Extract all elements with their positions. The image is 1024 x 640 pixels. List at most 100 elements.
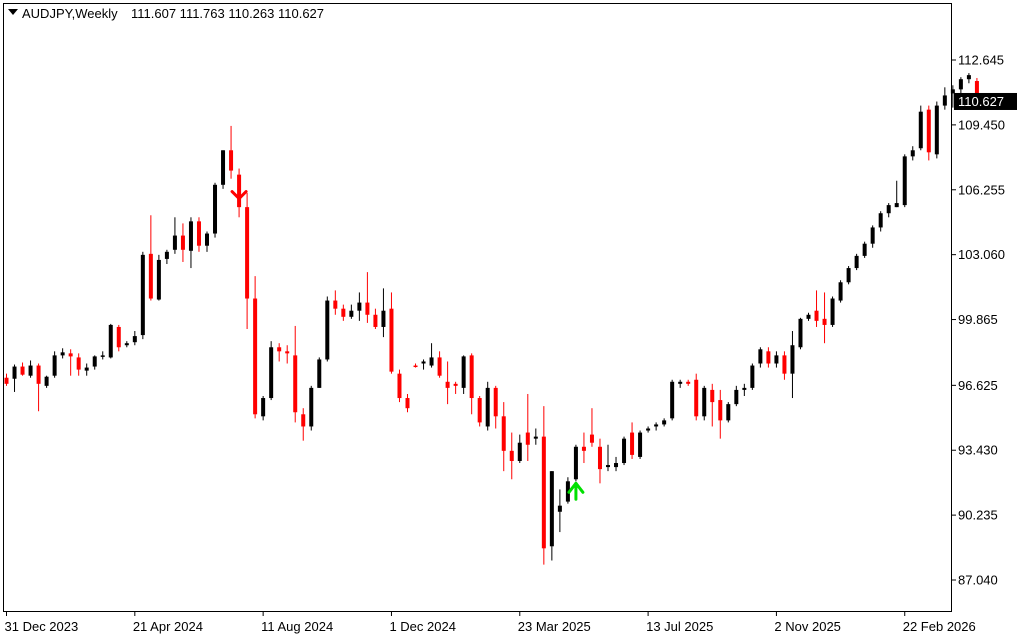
candle-body: [501, 416, 506, 451]
candle-body: [630, 432, 635, 455]
candle-body: [132, 336, 137, 343]
candle: [742, 383, 747, 397]
price-tick-label: 99.865: [958, 312, 998, 327]
candle: [421, 359, 426, 370]
candle: [429, 343, 434, 368]
candles-group: [4, 73, 979, 565]
candle-body: [421, 361, 426, 364]
candle-body: [782, 355, 787, 374]
price-axis[interactable]: 112.645 109.450 106.255 103.060 99.865 96.625…: [952, 53, 1017, 588]
candle: [622, 436, 627, 466]
candle: [44, 375, 49, 388]
candle: [148, 215, 153, 301]
candle-body: [662, 420, 667, 425]
candle: [750, 363, 755, 390]
candle-body: [269, 347, 274, 399]
candle-body: [453, 383, 458, 386]
price-tick-label: 90.235: [958, 508, 998, 523]
candle: [710, 383, 715, 427]
candle: [878, 211, 883, 232]
candle: [918, 105, 923, 151]
candle-body: [317, 359, 322, 388]
time-axis[interactable]: 31 Dec 2023 21 Apr 2024 11 Aug 2024 1 Dec 2…: [5, 612, 976, 634]
time-tick-label: 31 Dec 2023: [5, 619, 79, 634]
candle-body: [702, 387, 707, 417]
time-tick-label: 21 Apr 2024: [133, 619, 203, 634]
candle: [140, 251, 145, 340]
candle-body: [646, 428, 651, 431]
time-tick-label: 13 Jul 2025: [646, 619, 713, 634]
candle-body: [942, 95, 947, 106]
candle-body: [718, 400, 723, 421]
candle-body: [413, 365, 418, 368]
dropdown-triangle-icon[interactable]: [8, 9, 18, 15]
candle-body: [229, 150, 234, 171]
candle-body: [838, 282, 843, 301]
candle: [854, 253, 859, 271]
candle: [453, 381, 458, 394]
candle-body: [886, 205, 891, 214]
candle-body: [742, 387, 747, 390]
candle-body: [670, 381, 675, 419]
candle-body: [493, 387, 498, 417]
candle: [485, 381, 490, 431]
candle-body: [68, 353, 73, 357]
price-tick-label: 112.645: [958, 53, 1004, 68]
candle-body: [333, 300, 338, 309]
time-tick-label: 11 Aug 2024: [261, 619, 333, 634]
candle: [277, 343, 282, 362]
candle-body: [429, 357, 434, 366]
candle-body: [76, 357, 81, 370]
candle-body: [20, 366, 25, 375]
candle-body: [245, 207, 250, 299]
candle: [798, 317, 803, 350]
candle: [670, 379, 675, 421]
candle-body: [381, 310, 386, 327]
candle: [60, 348, 65, 359]
candle: [870, 225, 875, 248]
candle: [116, 324, 121, 352]
candle: [886, 203, 891, 218]
candle-body: [533, 436, 538, 439]
candle-body: [213, 184, 218, 234]
signals-group: [230, 185, 585, 501]
ohlc-readout: 111.607 111.763 110.263 110.627: [131, 6, 324, 21]
candle-body: [365, 302, 370, 315]
candle-body: [614, 463, 619, 468]
candle-body: [870, 227, 875, 244]
candle-body: [357, 302, 362, 311]
candle-body: [52, 355, 57, 376]
candle-body: [28, 365, 33, 376]
candle-body: [814, 310, 819, 321]
candle: [678, 379, 683, 388]
candle: [477, 396, 482, 427]
candle-body: [140, 254, 145, 336]
candle-body: [221, 150, 226, 185]
candle-body: [469, 355, 474, 399]
candle: [573, 444, 578, 482]
candle: [942, 87, 947, 110]
candle: [822, 292, 827, 344]
candle: [966, 73, 971, 84]
candle: [469, 353, 474, 415]
candle-body: [573, 446, 578, 480]
candle: [654, 422, 659, 431]
time-tick-label: 1 Dec 2024: [389, 619, 456, 634]
candle: [533, 428, 538, 445]
candle-body: [710, 389, 715, 403]
candle-body: [774, 355, 779, 364]
candle-body: [798, 318, 803, 348]
candle: [662, 418, 667, 427]
candle: [646, 426, 651, 433]
candle: [702, 385, 707, 421]
candle-body: [822, 318, 827, 325]
candle: [509, 432, 514, 480]
candle: [766, 347, 771, 368]
candle-body: [509, 450, 514, 461]
candle: [726, 402, 731, 423]
candle: [245, 192, 250, 329]
candle: [213, 182, 218, 238]
